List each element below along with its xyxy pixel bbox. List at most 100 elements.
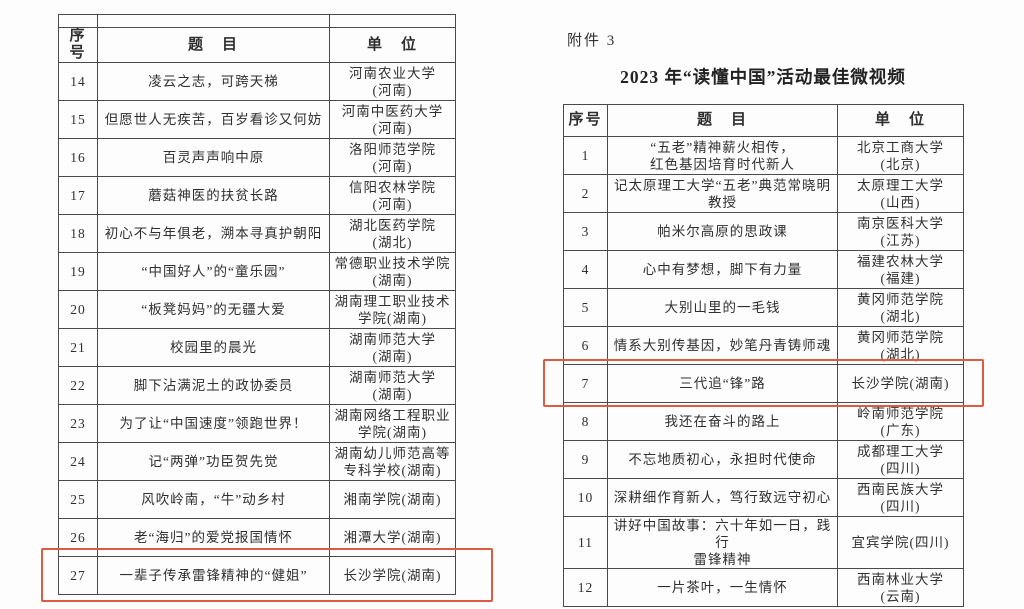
col-header-title: 题 目 xyxy=(97,27,330,63)
cell-no: 5 xyxy=(563,288,608,327)
cell-title: 老“海归”的爱党报国情怀 xyxy=(97,518,330,557)
cell-no: 26 xyxy=(58,518,98,557)
cell-no: 22 xyxy=(58,366,98,405)
cell-no: 17 xyxy=(58,176,98,215)
table-row: 17 蘑菇神医的扶贫长路 信阳农林学院 (河南) xyxy=(58,176,456,215)
truncated-cell xyxy=(58,14,98,28)
cell-title: 但愿世人无疾苦，百岁看诊又何妨 xyxy=(97,100,330,139)
table-row: 22 脚下沾满泥土的政协委员 湖南师范大学 (湖南) xyxy=(58,366,456,405)
cell-title: 为了让“中国速度”领跑世界！ xyxy=(97,404,330,443)
cell-unit: 河南农业大学 (河南) xyxy=(329,62,456,101)
cell-title: 深耕细作育新人，笃行致远守初心 xyxy=(607,478,838,517)
cell-title: “板凳妈妈”的无疆大爱 xyxy=(97,290,330,329)
truncated-cell xyxy=(329,14,456,28)
cell-title: 三代追“锋”路 xyxy=(607,364,838,403)
table-row: 16 百灵声声响中原 洛阳师范学院 (河南) xyxy=(58,138,456,177)
table-row: 8 我还在奋斗的路上 岭南师范学院 (广东) xyxy=(563,402,964,441)
cell-unit: 湘潭大学(湖南) xyxy=(329,518,456,557)
truncated-cell xyxy=(97,14,330,28)
cell-title: 校园里的晨光 xyxy=(97,328,330,367)
cell-unit: 成都理工大学 (四川) xyxy=(837,440,964,479)
cell-no: 24 xyxy=(58,442,98,481)
table-row: 25 风吹岭南，“牛”动乡村 湘南学院(湖南) xyxy=(58,480,456,519)
table-row: 18 初心不与年俱老，溯本寻真护朝阳 湖北医药学院 (湖北) xyxy=(58,214,456,253)
cell-unit: 太原理工大学 (山西) xyxy=(837,174,964,213)
col-header-no: 序号 xyxy=(58,27,98,63)
cell-title: 一辈子传承雷锋精神的“健姐” xyxy=(97,556,330,595)
table-row-highlighted: 27 一辈子传承雷锋精神的“健姐” 长沙学院(湖南) xyxy=(58,556,456,595)
cell-title: 帕米尔高原的思政课 xyxy=(607,212,838,251)
cell-title: 我还在奋斗的路上 xyxy=(607,402,838,441)
table-row: 2 记太原理工大学“五老”典范常晓明 教授 太原理工大学 (山西) xyxy=(563,174,964,213)
cell-title: 初心不与年俱老，溯本寻真护朝阳 xyxy=(97,214,330,253)
cell-unit: 长沙学院(湖南) xyxy=(329,556,456,595)
cell-unit: 湖南网络工程职业 学院(湖南) xyxy=(329,404,456,443)
cell-unit: 长沙学院(湖南) xyxy=(837,364,964,403)
cell-title: 蘑菇神医的扶贫长路 xyxy=(97,176,330,215)
cell-no: 6 xyxy=(563,326,608,365)
cell-no: 11 xyxy=(563,516,608,569)
left-table-header-row: 序号 题 目 单 位 xyxy=(58,27,456,63)
cell-no: 2 xyxy=(563,174,608,213)
cell-title: 讲好中国故事：六十年如一日，践行 雷锋精神 xyxy=(607,516,838,569)
cell-unit: 西南林业大学 (云南) xyxy=(837,568,964,607)
table-row: 26 老“海归”的爱党报国情怀 湘潭大学(湖南) xyxy=(58,518,456,557)
cell-unit: 信阳农林学院 (河南) xyxy=(329,176,456,215)
table-row: 24 记“两弹”功臣贺先觉 湖南幼儿师范高等 专科学校(湖南) xyxy=(58,442,456,481)
table-row-highlighted: 7 三代追“锋”路 长沙学院(湖南) xyxy=(563,364,964,403)
cell-no: 20 xyxy=(58,290,98,329)
cell-no: 16 xyxy=(58,138,98,177)
table-row: 4 心中有梦想，脚下有力量 福建农林大学 (福建) xyxy=(563,250,964,289)
table-row: 14 凌云之志，可跨天梯 河南农业大学 (河南) xyxy=(58,62,456,101)
table-row: 10 深耕细作育新人，笃行致远守初心 西南民族大学 (四川) xyxy=(563,478,964,517)
table-row: 1 “五老”精神薪火相传， 红色基因培育时代新人 北京工商大学 (北京) xyxy=(563,136,964,175)
cell-unit: 北京工商大学 (北京) xyxy=(837,136,964,175)
table-row: 9 不忘地质初心，永担时代使命 成都理工大学 (四川) xyxy=(563,440,964,479)
cell-unit: 湖南幼儿师范高等 专科学校(湖南) xyxy=(329,442,456,481)
cell-unit: 洛阳师范学院 (河南) xyxy=(329,138,456,177)
cell-title: 不忘地质初心，永担时代使命 xyxy=(607,440,838,479)
cell-no: 18 xyxy=(58,214,98,253)
right-table-header-row: 序号 题 目 单 位 xyxy=(563,104,964,137)
cell-no: 8 xyxy=(563,402,608,441)
cell-unit: 湘南学院(湖南) xyxy=(329,480,456,519)
table-row: 3 帕米尔高原的思政课 南京医科大学 (江苏) xyxy=(563,212,964,251)
right-award-table: 序号 题 目 单 位 1 “五老”精神薪火相传， 红色基因培育时代新人 北京工商大学… xyxy=(563,104,964,607)
col-header-no: 序号 xyxy=(563,104,608,137)
cell-title: 记“两弹”功臣贺先觉 xyxy=(97,442,330,481)
cell-no: 4 xyxy=(563,250,608,289)
truncated-row xyxy=(58,14,456,28)
cell-title: 脚下沾满泥土的政协委员 xyxy=(97,366,330,405)
cell-title: 心中有梦想，脚下有力量 xyxy=(607,250,838,289)
table-row: 20 “板凳妈妈”的无疆大爱 湖南理工职业技术 学院(湖南) xyxy=(58,290,456,329)
table-row: 15 但愿世人无疾苦，百岁看诊又何妨 河南中医药大学 (河南) xyxy=(58,100,456,139)
cell-no: 27 xyxy=(58,556,98,595)
table-row: 21 校园里的晨光 湖南师范大学 (湖南) xyxy=(58,328,456,367)
cell-title: 情系大别传基因，妙笔丹青铸师魂 xyxy=(607,326,838,365)
cell-title: “五老”精神薪火相传， 红色基因培育时代新人 xyxy=(607,136,838,175)
document-title: 2023 年“读懂中国”活动最佳微视频 xyxy=(620,67,906,87)
cell-title: 一片茶叶，一生情怀 xyxy=(607,568,838,607)
cell-no: 21 xyxy=(58,328,98,367)
cell-unit: 湖南师范大学 (湖南) xyxy=(329,328,456,367)
cell-no: 3 xyxy=(563,212,608,251)
cell-no: 9 xyxy=(563,440,608,479)
cell-no: 10 xyxy=(563,478,608,517)
cell-no: 14 xyxy=(58,62,98,101)
left-award-table: 序号 题 目 单 位 14 凌云之志，可跨天梯 河南农业大学 (河南) 15 但愿世人无… xyxy=(58,14,456,595)
col-header-unit: 单 位 xyxy=(329,27,456,63)
table-row: 12 一片茶叶，一生情怀 西南林业大学 (云南) xyxy=(563,568,964,607)
col-header-title: 题 目 xyxy=(607,104,838,137)
cell-unit: 常德职业技术学院 (湖南) xyxy=(329,252,456,291)
cell-title: 大别山里的一毛钱 xyxy=(607,288,838,327)
cell-no: 23 xyxy=(58,404,98,443)
cell-unit: 黄冈师范学院 (湖北) xyxy=(837,326,964,365)
cell-title: “中国好人”的“童乐园” xyxy=(97,252,330,291)
cell-unit: 黄冈师范学院 (湖北) xyxy=(837,288,964,327)
attachment-label: 附件 3 xyxy=(567,33,617,49)
cell-unit: 湖南师范大学 (湖南) xyxy=(329,366,456,405)
table-row: 6 情系大别传基因，妙笔丹青铸师魂 黄冈师范学院 (湖北) xyxy=(563,326,964,365)
cell-title: 凌云之志，可跨天梯 xyxy=(97,62,330,101)
cell-title: 风吹岭南，“牛”动乡村 xyxy=(97,480,330,519)
